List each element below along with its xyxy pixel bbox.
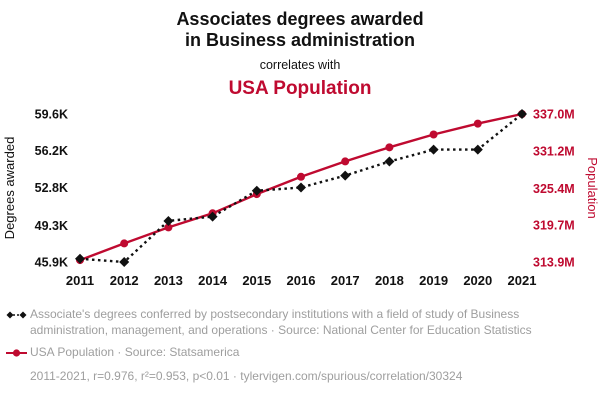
x-axis-tick-label: 2019	[419, 273, 448, 288]
chart-header: Associates degrees awarded in Business a…	[0, 0, 600, 100]
right-axis-tick-label: 331.2M	[533, 145, 575, 159]
legend-text-degrees: Associate's degrees conferred by postsec…	[30, 307, 532, 337]
associates-degrees-business-administration-line	[79, 113, 523, 264]
associates-degrees-business-administration-diamond-marker	[384, 156, 395, 167]
black-dotted-diamond-series-icon	[6, 307, 30, 325]
associates-degrees-business-administration-diamond-marker	[251, 185, 262, 196]
correlation-line-chart: 59.6K 56.2K 52.8K 49.3K 45.9K 337.0M 331.2M 325…	[2, 108, 600, 289]
red-line-circle-series-icon	[6, 345, 30, 363]
usa-population-circle-marker	[341, 157, 350, 166]
left-axis-tick-label: 56.2K	[35, 144, 68, 158]
secondary-title: USA Population	[228, 78, 372, 99]
x-axis-tick-label: 2018	[375, 273, 404, 288]
legend-entry-population: USA Population · Source: Statsamerica	[0, 345, 600, 363]
x-axis-tick-label: 2011	[66, 273, 94, 288]
legend-text-population: USA Population · Source: Statsamerica	[30, 345, 240, 359]
x-axis-tick-label: 2014	[198, 273, 228, 288]
legend-entry-degrees: Associate's degrees conferred by postsec…	[0, 307, 600, 338]
correlates-with-subtitle: correlates with	[259, 58, 341, 72]
left-axis-title: Degrees awarded	[2, 137, 17, 240]
usa-population-circle-marker	[120, 239, 129, 248]
right-axis-tick-label: 325.4M	[533, 182, 575, 196]
associates-degrees-business-administration-diamond-marker	[119, 257, 130, 267]
right-axis-tick-label: 319.7M	[533, 218, 575, 232]
left-axis-tick-label: 45.9K	[35, 256, 68, 270]
associates-degrees-business-administration-diamond-marker	[428, 144, 439, 155]
x-axis-tick-label: 2017	[331, 273, 360, 288]
page-title-line1: Associates degrees awarded	[176, 9, 424, 29]
associates-degrees-business-administration-diamond-marker	[472, 144, 483, 155]
left-axis-tick-label: 49.3K	[35, 219, 68, 233]
usa-population-circle-marker	[385, 143, 394, 152]
associates-degrees-business-administration-diamond-marker	[340, 170, 351, 181]
associates-degrees-business-administration-diamond-marker	[517, 109, 527, 119]
x-axis-tick-label: 2021	[508, 273, 537, 288]
right-axis-title: Population	[585, 157, 600, 218]
usa-population-circle-marker	[429, 130, 438, 139]
usa-population-circle-marker	[473, 119, 482, 128]
x-axis-tick-label: 2016	[287, 273, 316, 288]
x-axis-tick-label: 2013	[154, 273, 183, 288]
page-title-line2: in Business administration	[184, 30, 416, 50]
usa-population-circle-marker	[297, 172, 305, 181]
right-axis-tick-label: 337.0M	[533, 108, 575, 122]
associates-degrees-business-administration-diamond-marker	[75, 253, 85, 264]
associates-degrees-business-administration-diamond-marker	[163, 215, 174, 226]
right-axis-tick-label: 313.9M	[533, 256, 575, 270]
x-axis-tick-label: 2015	[242, 273, 271, 288]
associates-degrees-business-administration-diamond-marker	[207, 211, 218, 222]
x-axis-tick-label: 2012	[110, 273, 139, 288]
left-axis-tick-label: 52.8K	[35, 181, 68, 195]
associates-degrees-business-administration-diamond-marker	[296, 182, 306, 193]
x-axis-tick-label: 2020	[463, 273, 492, 288]
left-axis-tick-label: 59.6K	[35, 108, 68, 122]
stats-and-source-footer: 2011-2021, r=0.976, r²=0.953, p<0.01 · t…	[30, 368, 463, 383]
usa-population-circle-marker	[164, 223, 173, 232]
